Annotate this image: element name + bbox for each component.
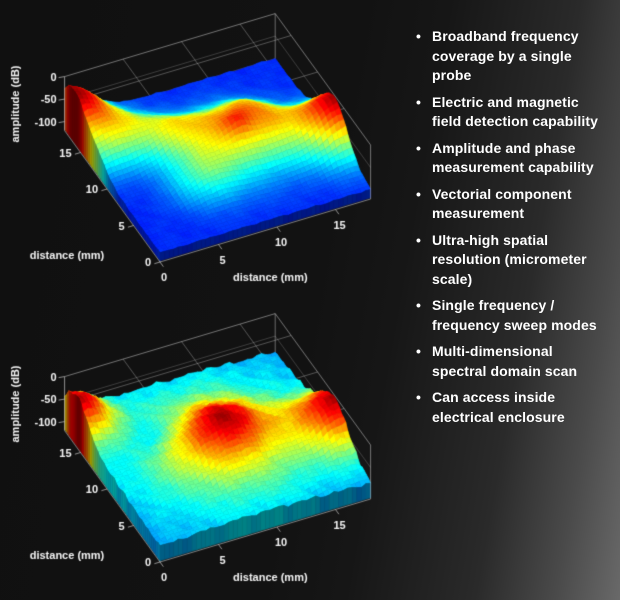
feature-item: • Broadband frequency coverage by a singl… (416, 27, 606, 86)
surface-plot-top (0, 0, 412, 300)
bullet-icon: • (416, 343, 422, 359)
bullet-icon: • (416, 28, 422, 44)
bullet-icon: • (416, 185, 422, 202)
feature-item-label: Can access inside electrical enclosure (432, 389, 565, 425)
feature-item: • Vectorial component measurement (416, 185, 606, 224)
feature-item: • Ultra-high spatial resolution (micromet… (416, 231, 606, 290)
feature-item-label: Broadband frequency coverage by a single… (432, 28, 579, 83)
feature-item-label: Ultra-high spatial resolution (micromete… (432, 231, 587, 287)
bullet-icon: • (416, 139, 422, 156)
feature-item: • Can access inside electrical enclosure (416, 388, 606, 427)
feature-list: • Broadband frequency coverage by a singl… (416, 27, 606, 434)
feature-item-label: Vectorial component measurement (432, 185, 572, 222)
feature-item-label: Electric and magnetic field detection ca… (432, 93, 598, 130)
feature-item-label: Amplitude and phase measurement capabili… (432, 139, 594, 176)
feature-item-label: Multi-dimensional spectral domain scan (432, 343, 578, 379)
bullet-icon: • (416, 231, 422, 248)
feature-item: • Electric and magnetic field detection c… (416, 93, 606, 132)
surface-plot-bottom (0, 300, 412, 600)
bullet-icon: • (416, 389, 422, 405)
feature-item: • Multi-dimensional spectral domain scan (416, 342, 606, 381)
bullet-icon: • (416, 297, 422, 313)
feature-item: • Single frequency / frequency sweep mode… (416, 296, 606, 335)
feature-item: • Amplitude and phase measurement capabil… (416, 139, 606, 178)
surface-plots (0, 0, 412, 600)
feature-item-label: Single frequency / frequency sweep modes (432, 297, 597, 333)
bullet-icon: • (416, 93, 422, 110)
